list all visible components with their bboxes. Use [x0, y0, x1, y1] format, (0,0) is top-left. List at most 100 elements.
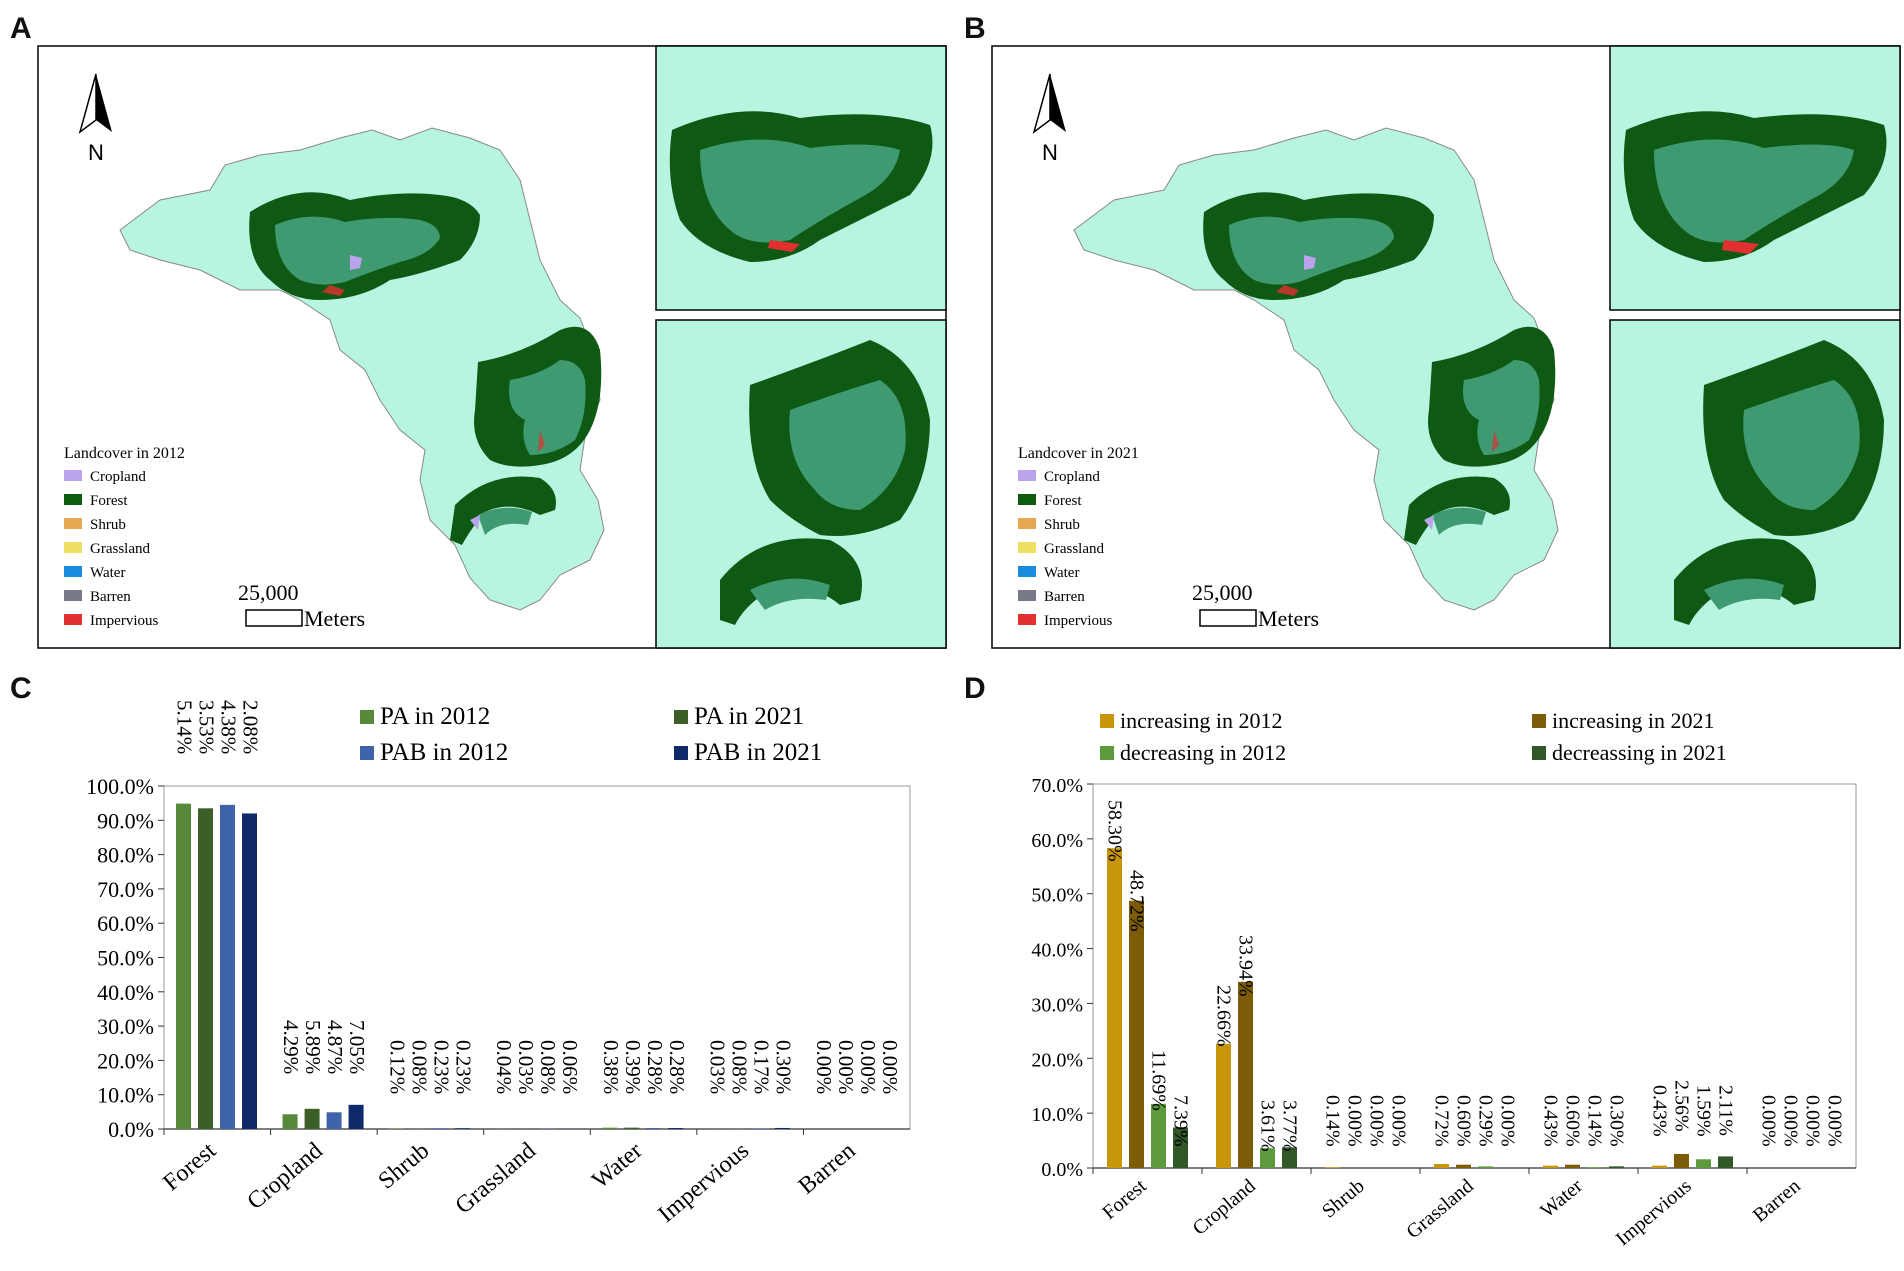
chart-c-bar-forest-s3 — [242, 813, 257, 1129]
chart-d-bar-cropland-s2 — [1260, 1148, 1275, 1168]
map-b-legend-title: Landcover in 2021 — [1018, 445, 1139, 462]
map-b-legend-impervious: Impervious — [1044, 613, 1112, 629]
chart-c-bar-water-s1 — [624, 1127, 640, 1129]
chart-d-data-label: 0.43% — [1540, 1095, 1562, 1147]
chart-d-data-label: 0.43% — [1649, 1085, 1671, 1137]
chart-d-data-label: 3.61% — [1257, 1100, 1279, 1152]
chart-d-data-label: 0.30% — [1606, 1095, 1628, 1147]
chart-c-data-label: 0.17% — [749, 1040, 773, 1094]
chart-c-data-label: 0.12% — [386, 1040, 410, 1094]
chart-d-ytick-label: 60.0% — [1031, 830, 1083, 852]
chart-d-ytick-label: 70.0% — [1031, 775, 1083, 797]
chart-c-legend-swatch — [360, 746, 374, 760]
chart-d-legend-swatch — [1100, 714, 1114, 728]
chart-c-data-label: 0.04% — [492, 1040, 516, 1094]
chart-d-data-label: 0.00% — [1780, 1095, 1802, 1147]
map-b-inset-north — [1609, 45, 1901, 311]
map-b-legend-forest: Forest — [1044, 493, 1082, 509]
chart-c-ytick-label: 20.0% — [97, 1048, 154, 1073]
chart-d-bar-impervious-s1 — [1674, 1153, 1689, 1168]
chart-c-bar-shrub-s3 — [455, 1128, 471, 1129]
map-a-legend-title: Landcover in 2012 — [64, 445, 185, 462]
chart-c-legend-label: PAB in 2021 — [694, 739, 822, 766]
chart-d-category-water: Water — [1536, 1175, 1587, 1222]
chart-c-data-label: 0.00% — [878, 1040, 902, 1094]
chart-c: 0.0% 10.0% 20.0% 30.0% 40.0% 50.0% 60.0% 70.0% 8… — [86, 700, 911, 1228]
chart-c-ytick-label: 90.0% — [97, 808, 154, 833]
chart-c-legend-label: PA in 2012 — [380, 703, 490, 730]
chart-d-bar-water-s3 — [1609, 1166, 1624, 1168]
chart-c-bar-cropland-s2 — [326, 1112, 342, 1129]
chart-d-bar-grassland-s1 — [1456, 1164, 1471, 1168]
chart-c-data-label: 0.00% — [856, 1040, 880, 1094]
chart-d-ytick-label: 50.0% — [1031, 885, 1083, 907]
chart-c-legend-swatch — [674, 710, 688, 724]
map-b: N Landcover in 2021 Cropland Forest Shru… — [991, 45, 1901, 649]
map-b-legend-grassland: Grassland — [1044, 541, 1104, 557]
map-b-north-label: N — [1042, 140, 1058, 165]
chart-d-bar-grassland-s0 — [1434, 1164, 1449, 1168]
chart-d-data-label: 0.14% — [1322, 1095, 1344, 1147]
chart-d-data-label: 0.00% — [1366, 1095, 1388, 1147]
chart-c-legend-label: PA in 2021 — [694, 703, 804, 730]
chart-c-bar-forest-s2 — [220, 804, 235, 1129]
chart-d-category-barren: Barren — [1749, 1175, 1805, 1227]
chart-d-data-label: 22.66% — [1213, 985, 1235, 1047]
chart-d-legend-swatch — [1100, 746, 1114, 760]
chart-c-data-label: 0.03% — [514, 1040, 538, 1094]
map-a: N Landcover in 2012 Cropland Forest Shru… — [37, 45, 947, 649]
chart-d-category-grassland: Grassland — [1402, 1175, 1477, 1243]
chart-c-bar-forest-s0 — [176, 803, 191, 1129]
panel-label-a: A — [10, 12, 32, 45]
chart-d-legend-label: decreasing in 2012 — [1120, 740, 1286, 765]
chart-c-data-label: 0.08% — [408, 1040, 432, 1094]
chart-c-data-label: 0.28% — [665, 1040, 689, 1094]
chart-c-data-label: 0.00% — [834, 1040, 858, 1094]
chart-c-category-forest: Forest — [158, 1137, 221, 1196]
chart-d-bar-impervious-s0 — [1652, 1165, 1667, 1168]
map-a-legend-grassland: Grassland — [90, 541, 150, 557]
chart-c-data-label: 0.23% — [452, 1040, 476, 1094]
north-arrow-icon — [1032, 73, 1066, 134]
chart-c-bar-impervious-s3 — [774, 1127, 790, 1129]
chart-c-category-barren: Barren — [794, 1138, 861, 1200]
chart-c-bar-cropland-s0 — [282, 1114, 298, 1129]
panel-label-c: C — [10, 672, 32, 705]
chart-d-data-label: 0.00% — [1388, 1095, 1410, 1147]
chart-d-category-cropland: Cropland — [1189, 1175, 1260, 1240]
chart-d-data-label: 7.39% — [1170, 1095, 1192, 1147]
chart-c-ytick-label: 70.0% — [97, 877, 154, 902]
chart-c-data-label: 4.38% — [217, 700, 241, 754]
chart-d-data-label: 33.94% — [1235, 935, 1257, 997]
chart-c-ytick-label: 100.0% — [86, 774, 154, 799]
panel-label-b: B — [964, 12, 986, 45]
chart-d-legend-label: increasing in 2021 — [1552, 708, 1715, 733]
chart-c-data-label: 0.06% — [558, 1040, 582, 1094]
map-b-scale-unit: Meters — [1258, 606, 1319, 631]
panel-label-d: D — [964, 672, 986, 705]
chart-c-ytick-label: 50.0% — [97, 946, 154, 971]
chart-d-bar-cropland-s1 — [1238, 981, 1253, 1168]
chart-d-bar-forest-s1 — [1129, 900, 1144, 1168]
chart-c-data-label: 2.08% — [239, 700, 263, 754]
chart-c-category-impervious: Impervious — [654, 1138, 754, 1228]
map-b-legend-barren: Barren — [1044, 589, 1085, 605]
chart-c-bar-water-s0 — [602, 1127, 618, 1129]
chart-c-category-water: Water — [587, 1138, 647, 1194]
map-a-legend: Cropland Forest Shrub Grassland Water Ba… — [64, 469, 158, 629]
chart-c-ytick-label: 10.0% — [97, 1083, 154, 1108]
chart-d-data-label: 48.72% — [1126, 870, 1148, 932]
map-a-legend-water: Water — [90, 565, 125, 581]
chart-d-data-label: 11.69% — [1148, 1050, 1170, 1111]
chart-d-ytick-label: 20.0% — [1031, 1049, 1083, 1071]
chart-d-bar-cropland-s0 — [1216, 1043, 1231, 1168]
chart-c-category-grassland: Grassland — [451, 1138, 541, 1220]
chart-c-ytick-label: 40.0% — [97, 980, 154, 1005]
map-a-inset-south — [655, 319, 947, 649]
chart-c-data-label: 5.89% — [301, 1020, 325, 1074]
chart-d-data-label: 0.00% — [1802, 1095, 1824, 1147]
map-b-legend-cropland: Cropland — [1044, 469, 1100, 485]
chart-c-category-cropland: Cropland — [243, 1138, 328, 1215]
chart-d-category-shrub: Shrub — [1318, 1175, 1369, 1223]
map-a-legend-impervious: Impervious — [90, 613, 158, 629]
